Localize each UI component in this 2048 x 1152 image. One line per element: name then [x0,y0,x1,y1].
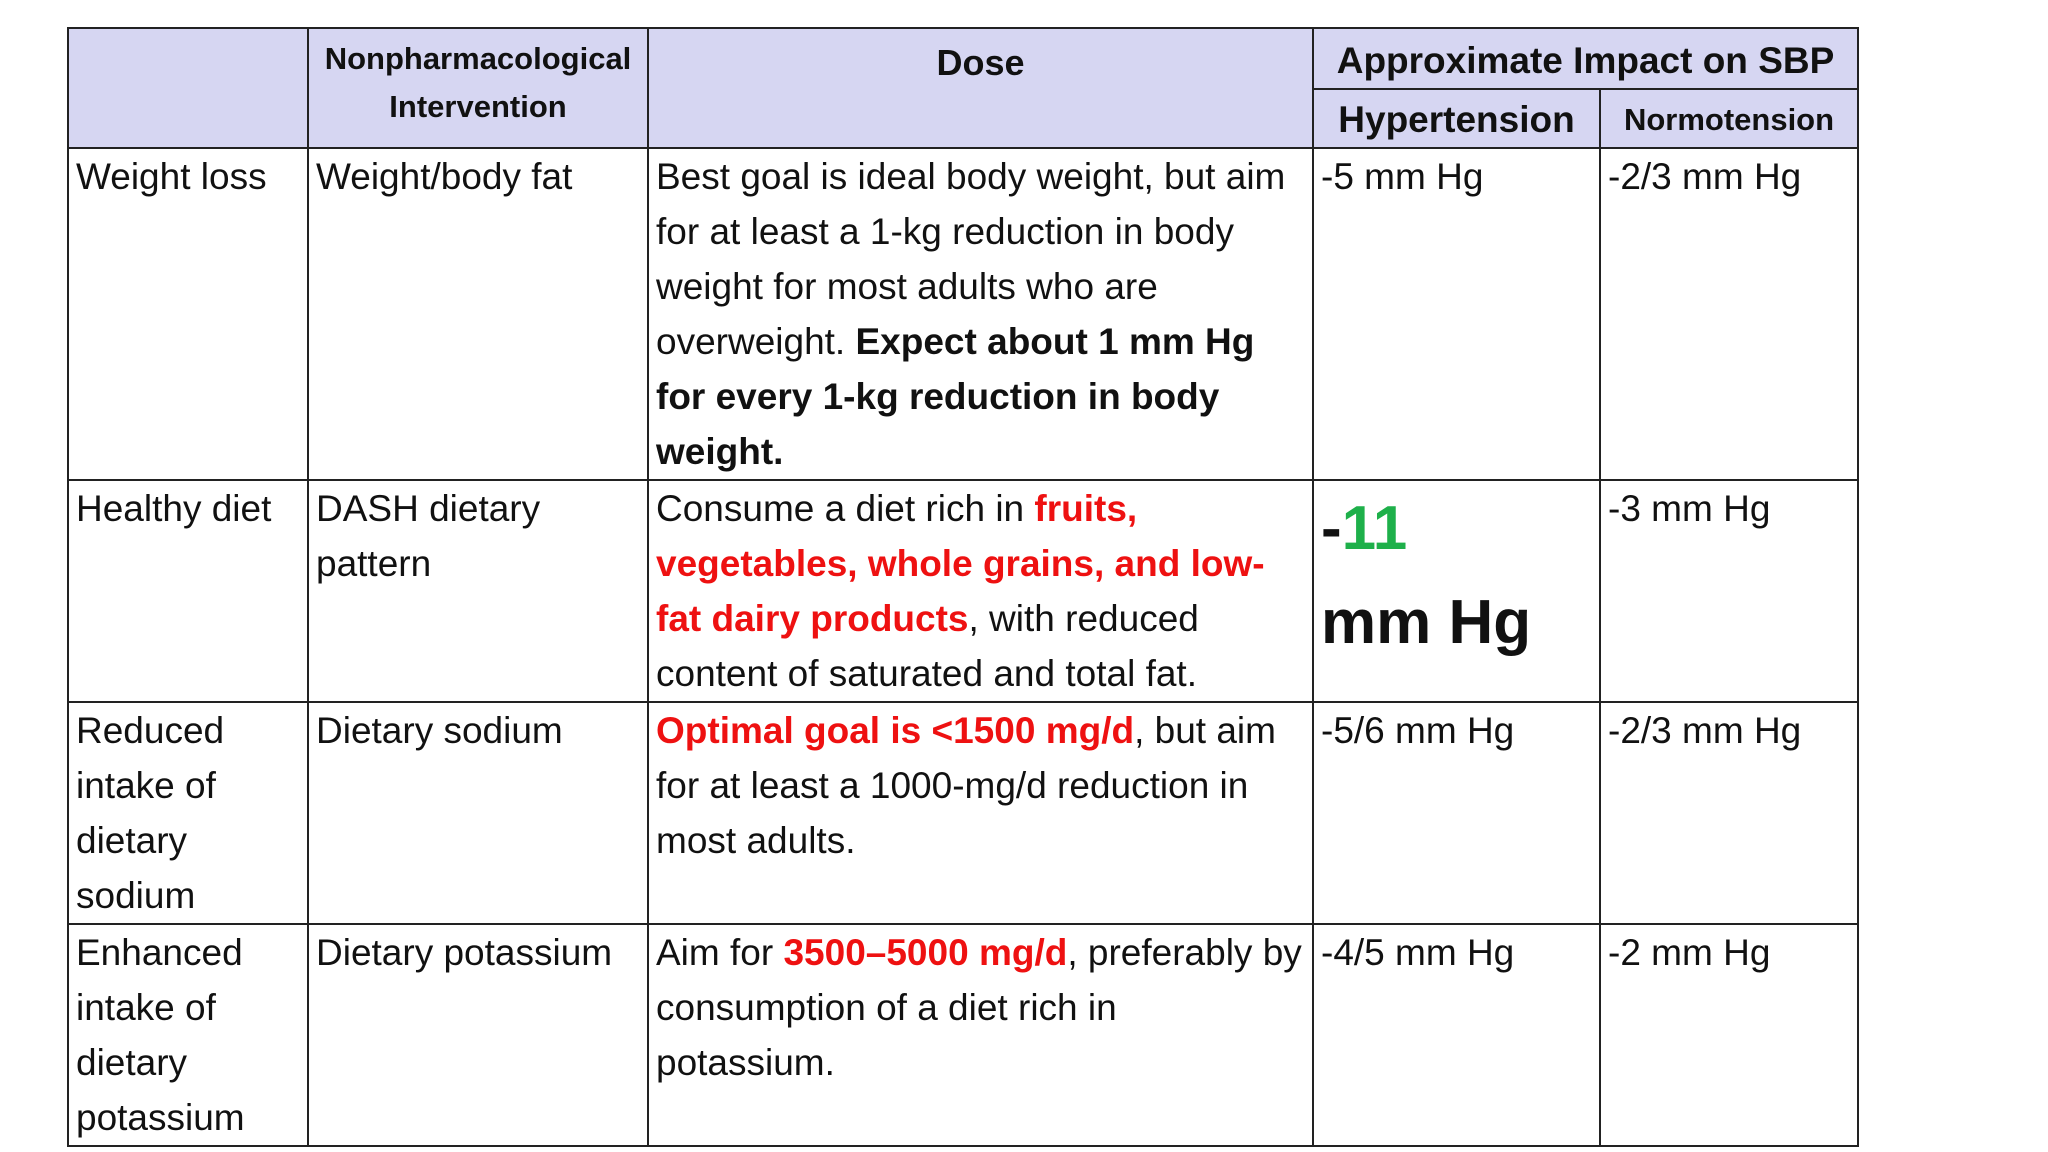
header-category-cell [67,27,309,149]
dose-highlight-text: Optimal goal is <1500 mg/d [656,710,1135,751]
dose-highlight-text: 3500–5000 mg/d [783,932,1068,973]
normotension-cell: -2 mm Hg [1599,923,1859,1147]
category-cell: Reduced intake of dietary sodium [67,701,309,925]
header-hypertension: Hypertension [1312,88,1601,149]
header-impact: Approximate Impact on SBP [1312,27,1859,90]
bp-intervention-table: Nonpharmacological Intervention Dose App… [67,27,1859,1147]
normotension-cell: -2/3 mm Hg [1599,147,1859,481]
category-cell: Weight loss [67,147,309,481]
dose-cell: Aim for 3500–5000 mg/d, preferably by co… [647,923,1314,1147]
intervention-cell: Weight/body fat [307,147,649,481]
table-row: Weight loss Weight/body fat Best goal is… [67,147,1859,481]
hypertension-sign: - [1321,494,1342,563]
intervention-cell: Dietary potassium [307,923,649,1147]
normotension-cell: -3 mm Hg [1599,479,1859,703]
header-dose: Dose [647,27,1314,149]
dose-text: , but aim for at least a 1000-mg/d reduc… [656,710,1276,861]
table-row: Reduced intake of dietary sodium Dietary… [67,701,1859,925]
hypertension-cell: -4/5 mm Hg [1312,923,1601,1147]
dose-text: Consume a diet rich in [656,488,1035,529]
table-header: Nonpharmacological Intervention Dose App… [67,27,1859,149]
dose-text: Aim for [656,932,784,973]
dose-cell: Consume a diet rich in fruits, vegetable… [647,479,1314,703]
dose-text: , preferably by consumption of a diet ri… [656,932,1302,1083]
dose-highlight-text: fruits, vegetables, whole grains, and lo… [656,488,1265,639]
category-cell: Enhanced intake of dietary potassium [67,923,309,1147]
category-cell: Healthy diet [67,479,309,703]
header-intervention: Nonpharmacological Intervention [307,27,649,149]
hypertension-number: 11 [1341,494,1408,563]
hypertension-big-value: -11 [1321,493,1592,565]
hypertension-unit: mm Hg [1321,588,1532,657]
dose-text: Best goal is ideal body weight, but aim … [656,156,1286,362]
table-row: Enhanced intake of dietary potassium Die… [67,923,1859,1147]
normotension-cell: -2/3 mm Hg [1599,701,1859,925]
intervention-cell: DASH dietary pattern [307,479,649,703]
header-normotension: Normotension [1599,88,1859,149]
hypertension-cell: -5 mm Hg [1312,147,1601,481]
table-row: Healthy diet DASH dietary pattern Consum… [67,479,1859,703]
hypertension-cell: -5/6 mm Hg [1312,701,1601,925]
dose-text: , with reduced content of saturated and … [656,598,1199,694]
dose-cell: Optimal goal is <1500 mg/d, but aim for … [647,701,1314,925]
hypertension-cell: -11 mm Hg [1312,479,1601,703]
intervention-cell: Dietary sodium [307,701,649,925]
dose-bold-text: Expect about 1 mm Hg for every 1-kg redu… [656,321,1255,472]
dose-cell: Best goal is ideal body weight, but aim … [647,147,1314,481]
